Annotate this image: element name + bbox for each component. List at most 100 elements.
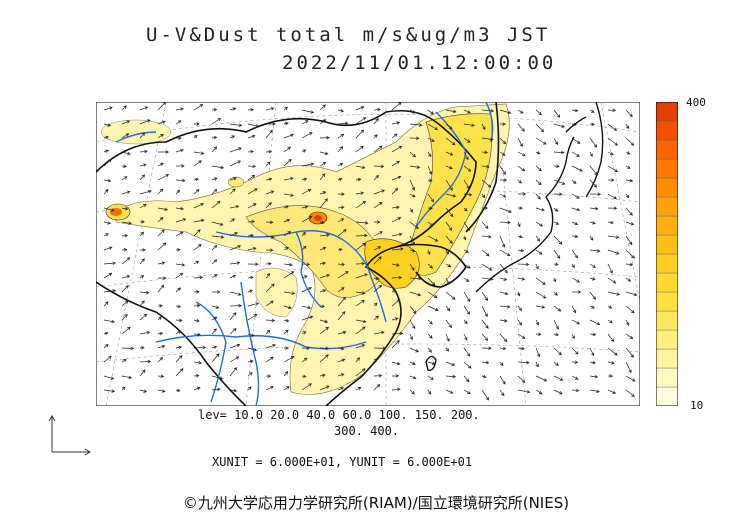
- wind-arrow: [589, 263, 596, 268]
- wind-arrow: [301, 132, 313, 139]
- wind-arrow: [265, 129, 273, 139]
- wind-arrow: [463, 123, 475, 127]
- wind-arrow: [103, 221, 111, 225]
- wind-arrow: [445, 123, 453, 130]
- wind-arrow: [121, 190, 131, 195]
- colorbar-cell: [656, 234, 678, 255]
- wind-arrow: [427, 347, 432, 353]
- wind-arrow: [319, 289, 327, 293]
- wind-arrow: [355, 326, 366, 335]
- wind-arrow: [463, 319, 468, 325]
- wind-arrow: [265, 374, 272, 378]
- wind-arrow: [229, 135, 236, 139]
- wind-arrow: [157, 188, 164, 195]
- wind-arrow: [211, 245, 218, 251]
- wind-arrow: [373, 134, 378, 139]
- wind-arrow: [229, 312, 237, 321]
- wind-arrow: [445, 165, 453, 170]
- wind-arrow: [553, 361, 559, 366]
- wind-arrow: [607, 347, 618, 356]
- wind-arrow: [625, 178, 634, 183]
- wind-arrow: [463, 305, 471, 315]
- wind-arrow: [481, 360, 490, 365]
- wind-arrow: [337, 146, 344, 153]
- wind-arrow: [571, 165, 583, 172]
- wind-arrow: [481, 123, 486, 131]
- wind-arrow: [427, 151, 432, 158]
- wind-arrow: [319, 326, 330, 335]
- wind-arrow: [193, 160, 202, 167]
- wind-arrow: [193, 260, 200, 265]
- wind-arrow: [499, 389, 505, 397]
- wind-arrow: [139, 290, 150, 295]
- wind-arrow: [247, 149, 254, 154]
- wind-arrow: [373, 145, 383, 153]
- wind-arrow: [337, 262, 346, 267]
- wind-arrow: [193, 104, 204, 111]
- wind-arrow: [337, 192, 345, 196]
- wind-arrow: [409, 319, 416, 330]
- wind-arrow: [121, 313, 128, 321]
- wind-arrow: [139, 132, 146, 139]
- wind-arrow: [175, 107, 184, 111]
- wind-arrow: [409, 375, 417, 380]
- wind-arrow: [535, 375, 548, 382]
- wind-arrow: [229, 177, 237, 181]
- wind-arrow: [319, 191, 327, 195]
- wind-arrow: [301, 275, 308, 279]
- wind-arrow: [589, 235, 594, 241]
- wind-arrow: [229, 388, 238, 393]
- wind-arrow: [355, 261, 366, 266]
- wind-arrow: [103, 375, 115, 380]
- wind-arrow: [355, 291, 366, 295]
- wind-arrow: [481, 374, 487, 379]
- wind-arrow: [445, 277, 450, 285]
- wind-arrow: [607, 193, 617, 200]
- wind-arrow: [607, 165, 618, 172]
- wind-arrow: [229, 107, 237, 111]
- wind-arrow: [211, 146, 218, 153]
- wind-arrow: [157, 207, 169, 212]
- wind-arrow: [391, 361, 401, 366]
- wind-arrow: [427, 319, 433, 325]
- wind-arrow: [139, 389, 148, 393]
- wind-arrow: [355, 106, 365, 111]
- figure-timestamp: 2022/11/01.12:00:00: [282, 52, 557, 74]
- wind-arrow: [535, 221, 543, 227]
- wind-arrow: [157, 174, 170, 181]
- wind-arrow: [175, 368, 184, 377]
- wind-arrow: [481, 150, 489, 155]
- wind-arrow: [481, 291, 489, 301]
- wind-arrow: [373, 107, 381, 112]
- wind-arrow: [571, 347, 579, 355]
- wind-arrow: [265, 344, 276, 349]
- wind-arrow: [607, 220, 614, 225]
- wind-arrow: [355, 117, 367, 125]
- wind-arrow: [625, 123, 630, 129]
- colorbar-cell: [656, 177, 678, 198]
- wind-arrow: [607, 206, 618, 210]
- wind-arrow: [319, 385, 330, 391]
- wind-arrow: [463, 109, 471, 114]
- wind-arrow: [499, 361, 504, 367]
- wind-arrow: [571, 108, 579, 113]
- wind-arrow: [121, 274, 131, 279]
- wind-arrow: [229, 274, 237, 279]
- colorbar-cell: [656, 386, 678, 406]
- wind-arrow: [283, 386, 290, 391]
- wind-arrow: [391, 247, 404, 251]
- wind-arrow: [589, 151, 593, 157]
- wind-arrow: [193, 151, 205, 155]
- wind-arrow: [391, 160, 400, 167]
- wind-arrow: [355, 191, 365, 195]
- wind-arrow: [157, 217, 164, 223]
- wind-arrow: [517, 123, 525, 132]
- wind-arrow: [517, 333, 526, 339]
- wind-arrow: [193, 189, 200, 195]
- wind-arrow: [283, 133, 294, 139]
- wind-arrow: [121, 234, 129, 238]
- wind-arrow: [193, 218, 205, 223]
- wind-arrow: [301, 383, 312, 391]
- wind-arrow: [535, 179, 542, 186]
- wind-arrow: [499, 249, 511, 256]
